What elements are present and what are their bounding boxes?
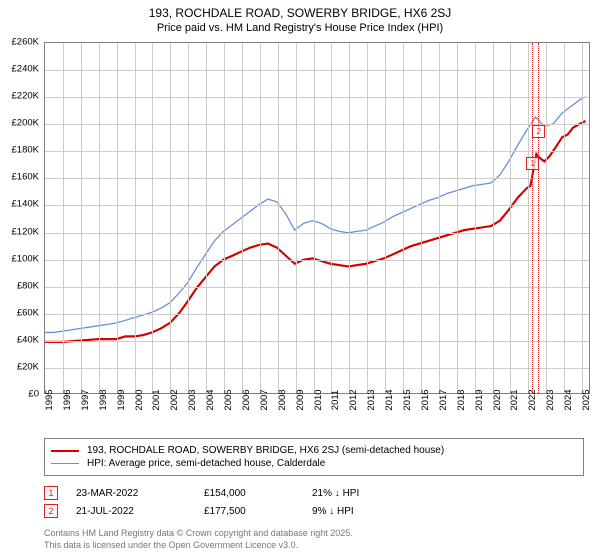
marker-date: 21-JUL-2022 xyxy=(76,506,186,517)
y-axis-tick-label: £240K xyxy=(12,64,39,75)
legend-row: HPI: Average price, semi-detached house,… xyxy=(51,458,577,469)
x-axis-tick-label: 2018 xyxy=(456,389,467,410)
y-axis-tick-label: £60K xyxy=(17,307,39,318)
marker-vline xyxy=(538,43,539,393)
marker-date: 23-MAR-2022 xyxy=(76,488,186,499)
x-axis-tick-label: 1997 xyxy=(80,389,91,410)
x-axis-tick-label: 1999 xyxy=(116,389,127,410)
chart-subtitle: Price paid vs. HM Land Registry's House … xyxy=(0,22,600,34)
license-text: Contains HM Land Registry data © Crown c… xyxy=(44,528,353,551)
y-axis-tick-label: £180K xyxy=(12,145,39,156)
marker-delta: 9% ↓ HPI xyxy=(312,506,354,517)
x-axis-tick-label: 2024 xyxy=(563,389,574,410)
chart-title-address: 193, ROCHDALE ROAD, SOWERBY BRIDGE, HX6 … xyxy=(0,6,600,20)
x-axis-tick-label: 2014 xyxy=(384,389,395,410)
x-axis-tick-label: 2000 xyxy=(134,389,145,410)
marker-delta: 21% ↓ HPI xyxy=(312,488,359,499)
x-axis-tick-label: 2015 xyxy=(402,389,413,410)
x-axis-tick-label: 1995 xyxy=(44,389,55,410)
x-axis-tick-label: 2009 xyxy=(295,389,306,410)
marker-table: 1 23-MAR-2022 £154,000 21% ↓ HPI 2 21-JUL-202… xyxy=(44,482,584,522)
x-axis-tick-label: 2010 xyxy=(313,389,324,410)
marker-price: £177,500 xyxy=(204,506,294,517)
x-axis-tick-label: 2013 xyxy=(366,389,377,410)
y-axis-tick-label: £0 xyxy=(28,389,39,400)
license-line-1: Contains HM Land Registry data © Crown c… xyxy=(44,528,353,540)
y-axis-tick-label: £160K xyxy=(12,172,39,183)
legend-swatch xyxy=(51,450,79,452)
x-axis-tick-label: 2003 xyxy=(187,389,198,410)
x-axis-tick-label: 2022 xyxy=(527,389,538,410)
series-line-price_paid-top xyxy=(45,121,585,342)
x-axis-tick-label: 2012 xyxy=(348,389,359,410)
x-axis-labels: 1995199619971998199920002001200220032004… xyxy=(44,396,590,438)
x-axis-tick-label: 2020 xyxy=(492,389,503,410)
y-axis-tick-label: £220K xyxy=(12,91,39,102)
y-axis-tick-label: £80K xyxy=(17,280,39,291)
chart-plot-area: 12 xyxy=(44,42,590,394)
x-axis-tick-label: 2019 xyxy=(474,389,485,410)
legend-label: 193, ROCHDALE ROAD, SOWERBY BRIDGE, HX6 … xyxy=(87,445,444,456)
x-axis-tick-label: 2017 xyxy=(438,389,449,410)
license-line-2: This data is licensed under the Open Gov… xyxy=(44,540,353,552)
x-axis-tick-label: 2007 xyxy=(259,389,270,410)
x-axis-tick-label: 2001 xyxy=(151,389,162,410)
legend-swatch xyxy=(51,463,79,464)
x-axis-tick-label: 1998 xyxy=(98,389,109,410)
x-axis-tick-label: 2016 xyxy=(420,389,431,410)
x-axis-tick-label: 2021 xyxy=(509,389,520,410)
y-axis-tick-label: £260K xyxy=(12,37,39,48)
marker-table-row: 1 23-MAR-2022 £154,000 21% ↓ HPI xyxy=(44,486,584,500)
x-axis-tick-label: 2002 xyxy=(169,389,180,410)
y-axis-tick-label: £100K xyxy=(12,253,39,264)
x-axis-tick-label: 2008 xyxy=(277,389,288,410)
marker-box-on-chart: 2 xyxy=(532,125,545,138)
y-axis-tick-label: £20K xyxy=(17,361,39,372)
y-axis-tick-label: £40K xyxy=(17,334,39,345)
legend-box: 193, ROCHDALE ROAD, SOWERBY BRIDGE, HX6 … xyxy=(44,438,584,476)
x-axis-tick-label: 2011 xyxy=(330,390,341,410)
marker-id-box: 2 xyxy=(44,504,58,518)
x-axis-tick-label: 2004 xyxy=(205,389,216,410)
y-axis-tick-label: £120K xyxy=(12,226,39,237)
y-axis-tick-label: £200K xyxy=(12,118,39,129)
y-axis-tick-label: £140K xyxy=(12,199,39,210)
x-axis-tick-label: 2005 xyxy=(223,389,234,410)
y-axis-labels: £0£20K£40K£60K£80K£100K£120K£140K£160K£1… xyxy=(0,42,42,394)
marker-vline xyxy=(532,43,533,393)
marker-id-box: 1 xyxy=(44,486,58,500)
legend-label: HPI: Average price, semi-detached house,… xyxy=(87,458,325,469)
marker-table-row: 2 21-JUL-2022 £177,500 9% ↓ HPI xyxy=(44,504,584,518)
x-axis-tick-label: 1996 xyxy=(62,389,73,410)
x-axis-tick-label: 2023 xyxy=(545,389,556,410)
x-axis-tick-label: 2006 xyxy=(241,389,252,410)
marker-price: £154,000 xyxy=(204,488,294,499)
x-axis-tick-label: 2025 xyxy=(581,389,592,410)
series-line-price_paid xyxy=(45,121,585,342)
legend-row: 193, ROCHDALE ROAD, SOWERBY BRIDGE, HX6 … xyxy=(51,445,577,456)
